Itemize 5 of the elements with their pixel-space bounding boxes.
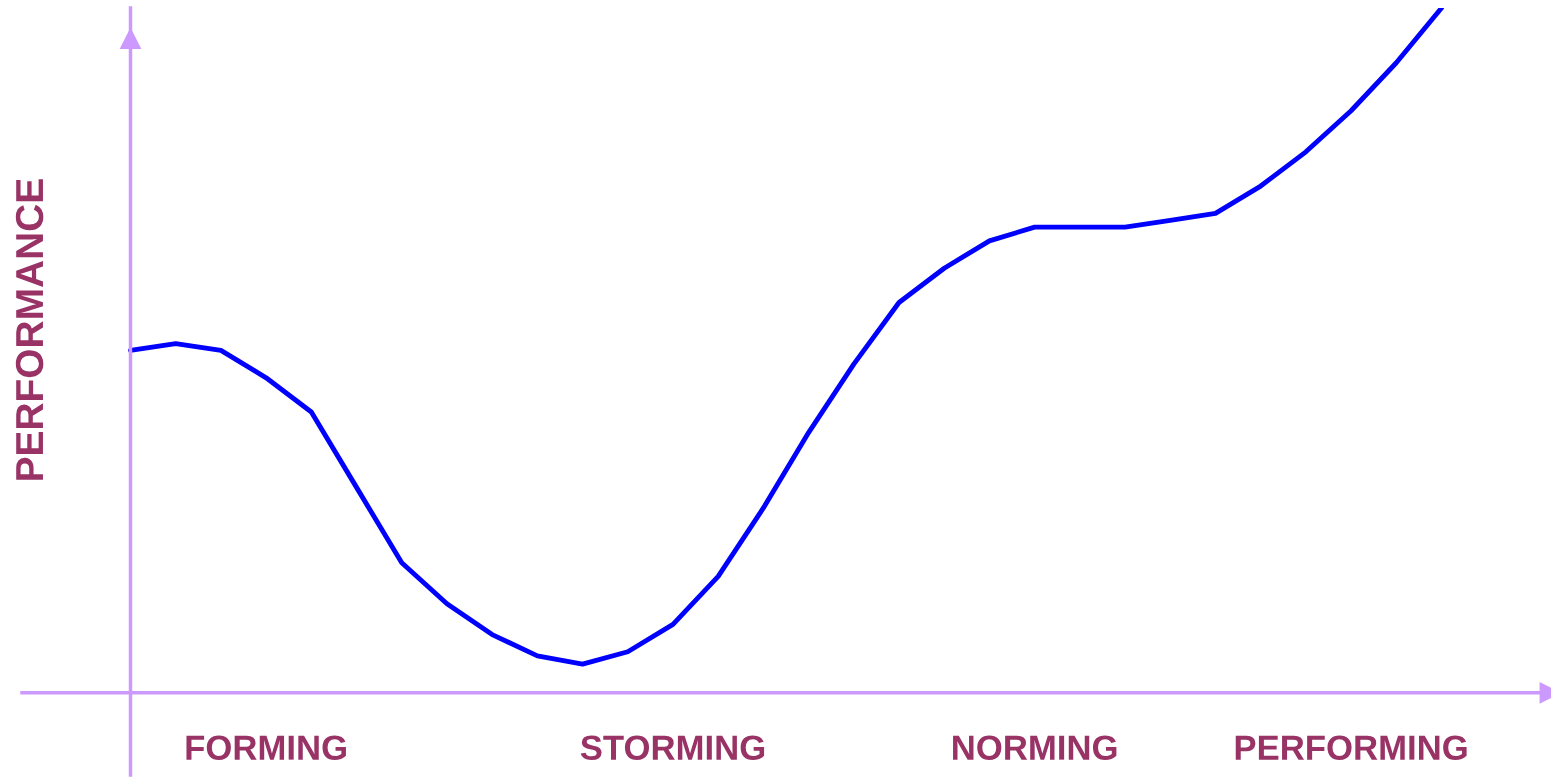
- x-tick-label: STORMING: [580, 735, 765, 760]
- x-tick-label: PERFORMING: [1235, 735, 1467, 760]
- x-tick-label: NORMING: [953, 735, 1117, 760]
- x-tick-label: FORMING: [186, 735, 346, 760]
- y-axis-title: PERFORMANCE: [15, 179, 44, 480]
